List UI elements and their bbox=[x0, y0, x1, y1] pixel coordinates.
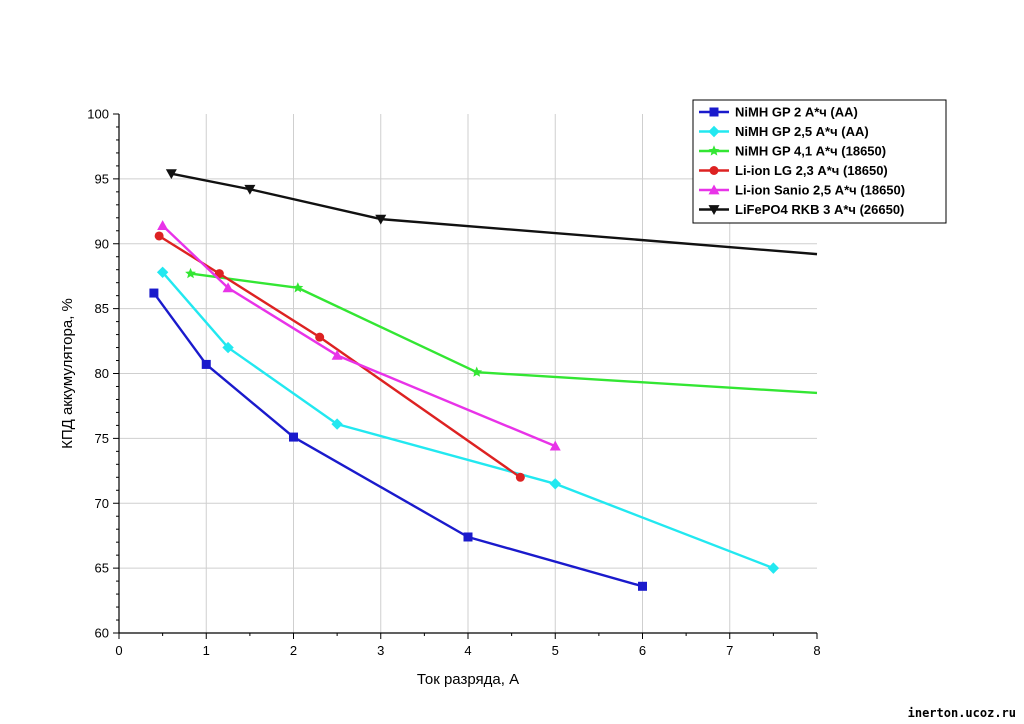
data-point bbox=[549, 478, 561, 490]
data-point bbox=[292, 282, 304, 293]
series-5 bbox=[157, 220, 561, 451]
y-tick-label: 90 bbox=[95, 236, 109, 251]
y-tick-label: 65 bbox=[95, 561, 109, 576]
series-lines bbox=[149, 169, 818, 591]
data-point bbox=[638, 581, 647, 591]
axes: 0 1 2 3 4 5 6 7 8 60 65 70 75 80 85 90 95 100 bbox=[87, 107, 820, 659]
legend-item: Li-ion LG 2,3 А*ч (18650) bbox=[699, 163, 888, 178]
y-tick-label: 70 bbox=[95, 496, 109, 511]
data-point bbox=[154, 231, 164, 241]
data-point bbox=[471, 366, 483, 377]
legend-item: NiMH GP 2 А*ч (AA) bbox=[699, 105, 858, 120]
data-point bbox=[222, 282, 234, 293]
x-tick-label: 2 bbox=[290, 643, 297, 658]
series-1 bbox=[149, 288, 647, 591]
data-point bbox=[289, 432, 298, 442]
y-tick-label: 75 bbox=[95, 431, 109, 446]
series-4 bbox=[154, 231, 525, 482]
series-line bbox=[171, 172, 818, 256]
data-point bbox=[201, 359, 211, 369]
series-line bbox=[190, 272, 818, 395]
y-tick-label: 80 bbox=[95, 366, 109, 381]
data-point bbox=[515, 472, 525, 482]
watermark: inerton.ucoz.ru bbox=[907, 706, 1016, 720]
legend-swatch-marker bbox=[709, 107, 719, 117]
series-3 bbox=[185, 267, 818, 395]
legend-swatch-marker bbox=[708, 184, 720, 195]
data-point bbox=[767, 562, 780, 574]
legend-item: NiMH GP 4,1 А*ч (18650) bbox=[699, 144, 886, 159]
data-point bbox=[549, 440, 561, 451]
legend-swatch-marker bbox=[708, 125, 720, 138]
legend-swatch-marker bbox=[708, 145, 720, 156]
legend-swatch-marker bbox=[708, 205, 720, 215]
data-point bbox=[331, 418, 343, 430]
legend-item: NiMH GP 2,5 А*ч (AA) bbox=[699, 124, 869, 139]
legend-label: NiMH GP 2,5 А*ч (AA) bbox=[735, 124, 869, 139]
data-point bbox=[156, 266, 169, 278]
data-point bbox=[185, 267, 196, 279]
y-tick-label: 85 bbox=[95, 301, 109, 316]
legend-item: LiFePO4 RKB 3 А*ч (26650) bbox=[699, 202, 904, 217]
legend-label: NiMH GP 4,1 А*ч (18650) bbox=[735, 144, 886, 159]
x-tick-label: 5 bbox=[552, 643, 559, 658]
y-axis-title: КПД аккумулятора, % bbox=[59, 298, 76, 449]
x-tick-label: 8 bbox=[813, 643, 820, 658]
data-point bbox=[244, 184, 256, 195]
legend-swatch-marker bbox=[709, 166, 719, 175]
legend-item: Li-ion Sanio 2,5 А*ч (18650) bbox=[699, 183, 905, 198]
series-6 bbox=[165, 169, 818, 256]
data-point bbox=[315, 332, 325, 342]
x-tick-label: 1 bbox=[203, 643, 210, 658]
data-point bbox=[149, 288, 159, 298]
data-point bbox=[375, 214, 387, 225]
data-point bbox=[157, 220, 169, 230]
legend: NiMH GP 2 А*ч (AA) NiMH GP 2,5 А*ч (AA) Ni… bbox=[692, 99, 947, 224]
legend-label: Li-ion LG 2,3 А*ч (18650) bbox=[735, 163, 888, 178]
legend-label: Li-ion Sanio 2,5 А*ч (18650) bbox=[735, 183, 905, 198]
x-tick-label: 0 bbox=[115, 643, 122, 658]
series-line bbox=[161, 224, 556, 448]
y-tick-label: 60 bbox=[95, 626, 109, 641]
series-line bbox=[158, 234, 522, 479]
data-point bbox=[331, 349, 343, 360]
y-tick-label: 100 bbox=[87, 107, 109, 122]
y-tick-label: 95 bbox=[95, 171, 109, 186]
series-2 bbox=[156, 266, 780, 574]
legend-box bbox=[692, 99, 947, 224]
legend-label: NiMH GP 2 А*ч (AA) bbox=[735, 105, 858, 120]
legend-label: LiFePO4 RKB 3 А*ч (26650) bbox=[735, 202, 904, 217]
x-tick-label: 7 bbox=[726, 643, 733, 658]
x-tick-label: 3 bbox=[377, 643, 384, 658]
data-point bbox=[222, 341, 234, 354]
data-point bbox=[165, 169, 177, 180]
x-tick-label: 6 bbox=[639, 643, 646, 658]
data-point bbox=[463, 532, 473, 542]
x-axis-title: Ток разряда, А bbox=[417, 671, 519, 688]
x-tick-label: 4 bbox=[464, 643, 471, 658]
